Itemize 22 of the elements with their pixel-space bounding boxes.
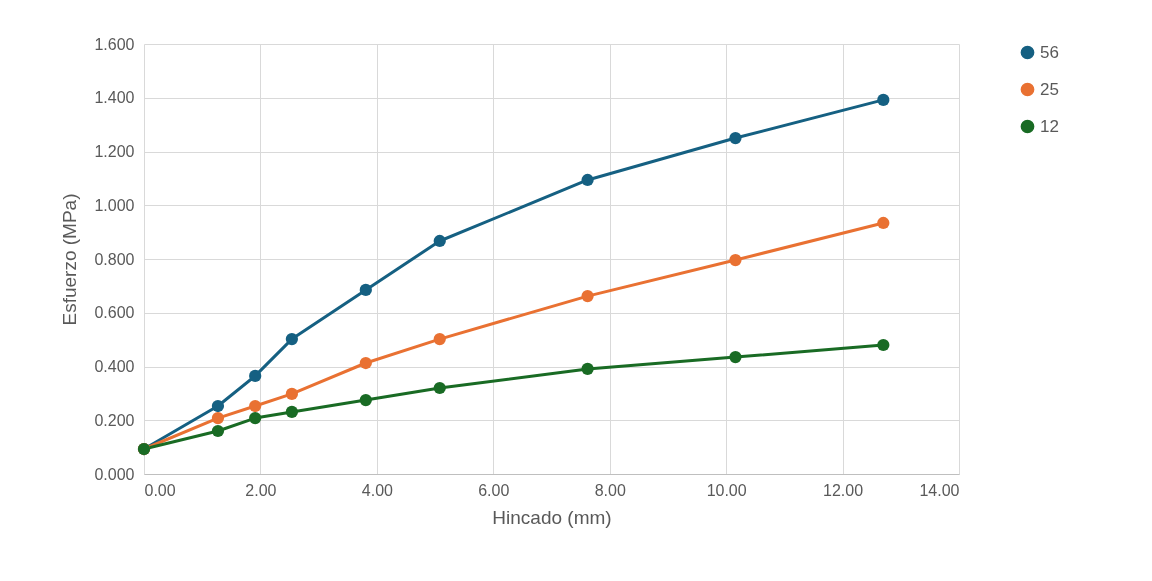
x-tick-label: 12.00: [823, 481, 864, 499]
y-tick-label: 0.400: [94, 358, 135, 375]
x-tick-label: 14.00: [919, 481, 960, 499]
y-tick-label: 1.200: [94, 143, 135, 160]
x-tick-label: 8.00: [594, 481, 626, 499]
x-tick-label: 0.00: [144, 481, 176, 499]
y-tick-label: 0.800: [94, 250, 135, 268]
legend-label: 25: [1040, 79, 1059, 99]
legend-label: 56: [1040, 42, 1059, 62]
legend-label: 12: [1040, 116, 1059, 136]
y-tick-label: 1.400: [94, 89, 135, 107]
x-tick-label: 10.00: [706, 481, 747, 499]
x-tick-label: 4.00: [361, 481, 394, 499]
x-axis-title: Hincado (mm): [492, 506, 612, 528]
y-axis-title: Esfuerzo (MPa): [59, 193, 81, 326]
y-tick-label: 0.200: [94, 411, 135, 429]
y-tick-label: 1.600: [94, 35, 135, 53]
y-tick-label: 0.600: [94, 304, 135, 322]
x-tick-label: 6.00: [478, 481, 510, 499]
y-tick-label: 0.000: [94, 465, 135, 483]
y-tick-label: 1.000: [94, 196, 135, 214]
x-tick-label: 2.00: [245, 481, 277, 499]
